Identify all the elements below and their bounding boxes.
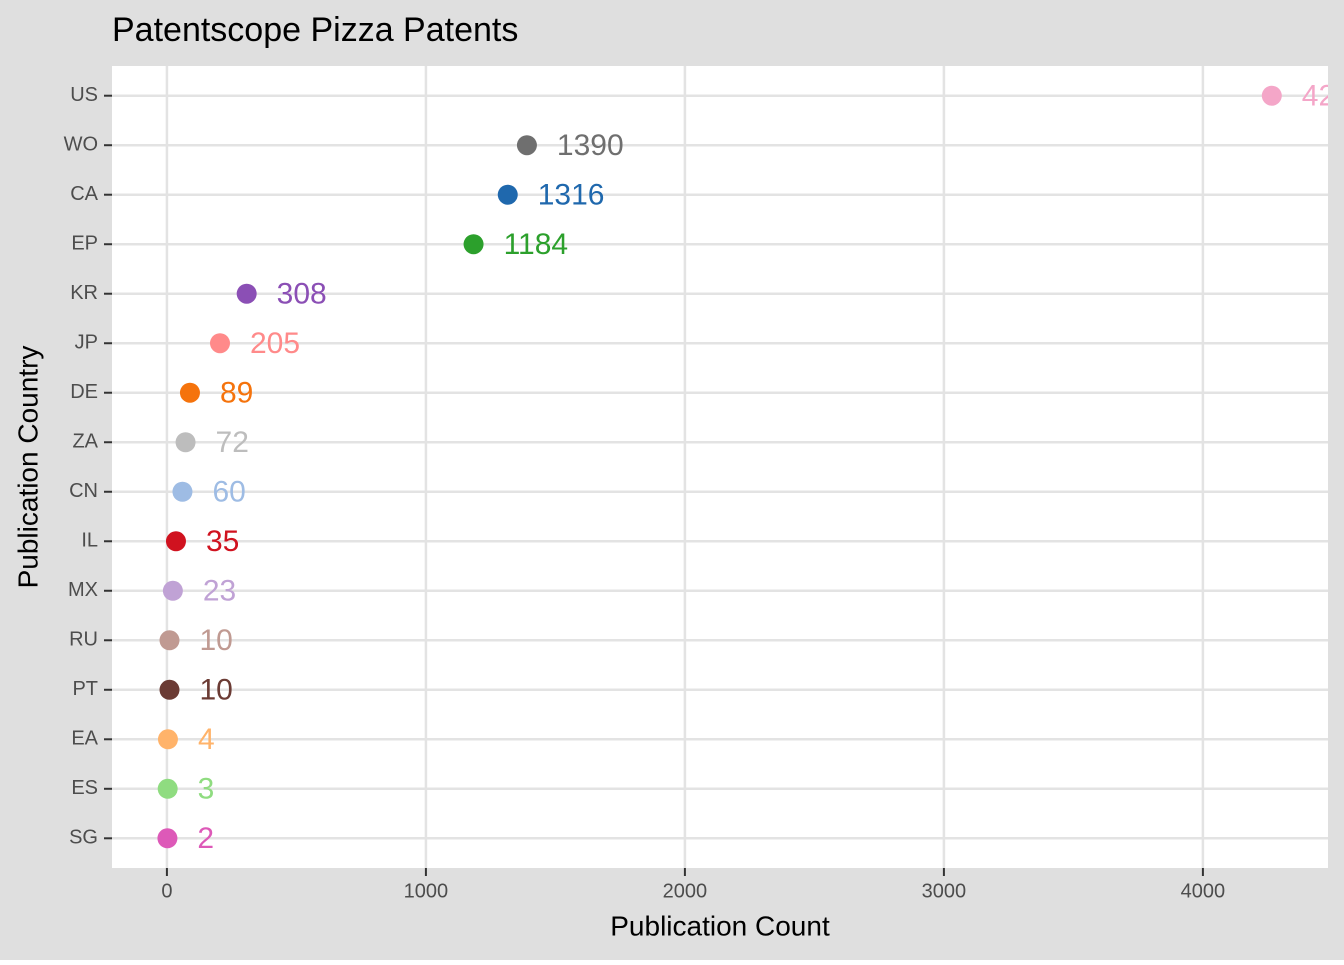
dot — [1262, 86, 1282, 106]
dot — [498, 185, 518, 205]
y-axis-title: Publication Country — [12, 346, 43, 589]
value-label: 10 — [199, 624, 232, 657]
value-label: 10 — [199, 674, 232, 707]
dot — [237, 284, 257, 304]
value-label: 2 — [197, 822, 214, 855]
y-tick-label: CN — [69, 480, 98, 502]
x-tick-label: 2000 — [663, 880, 708, 902]
dot — [464, 234, 484, 254]
value-label: 3 — [198, 773, 215, 806]
dot — [159, 680, 179, 700]
value-label: 308 — [277, 278, 327, 311]
dot — [172, 482, 192, 502]
dot — [180, 383, 200, 403]
y-tick-label: WO — [64, 133, 98, 155]
y-tick-label: EA — [71, 728, 98, 750]
y-tick-label: PT — [72, 678, 98, 700]
dot — [159, 630, 179, 650]
dot — [517, 135, 537, 155]
y-tick-label: DE — [70, 381, 98, 403]
y-tick-label: ZA — [72, 431, 98, 453]
dot — [158, 779, 178, 799]
y-tick-label: RU — [69, 629, 98, 651]
value-label: 89 — [220, 377, 253, 410]
value-label: 1390 — [557, 129, 624, 162]
x-tick-label: 1000 — [404, 880, 449, 902]
dot — [176, 432, 196, 452]
value-label: 1184 — [504, 228, 569, 261]
chart: 426613901316118430820589726035231010432 … — [0, 0, 1344, 960]
value-label: 72 — [216, 426, 249, 459]
y-tick-label: CA — [70, 183, 98, 205]
value-label: 205 — [250, 327, 300, 360]
y-tick-label: EP — [71, 233, 98, 255]
value-label: 1316 — [538, 179, 605, 212]
x-tick-label: 0 — [161, 880, 172, 902]
x-tick-label: 4000 — [1181, 880, 1226, 902]
value-label: 4 — [198, 723, 215, 756]
dot — [158, 729, 178, 749]
y-tick-label: US — [70, 84, 98, 106]
y-tick-label: SG — [69, 827, 98, 849]
panel — [112, 66, 1328, 868]
x-tick-label: 3000 — [922, 880, 967, 902]
value-label: 35 — [206, 525, 239, 558]
dot — [163, 581, 183, 601]
y-tick-label: KR — [70, 282, 98, 304]
chart-title: Patentscope Pizza Patents — [112, 11, 518, 49]
dot — [166, 531, 186, 551]
x-axis-title: Publication Count — [610, 910, 830, 941]
y-tick-label: JP — [75, 332, 98, 354]
y-tick-label: ES — [71, 777, 98, 799]
value-label: 60 — [212, 476, 245, 509]
y-tick-label: IL — [81, 530, 98, 552]
y-tick-label: MX — [68, 579, 98, 601]
value-label: 23 — [203, 575, 236, 608]
dot — [157, 828, 177, 848]
dot — [210, 333, 230, 353]
